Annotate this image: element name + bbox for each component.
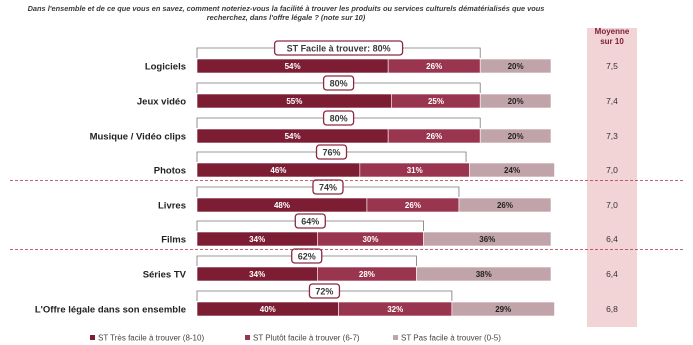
easy-total-box bbox=[291, 248, 323, 264]
easy-total-box bbox=[315, 144, 348, 160]
data-label: 32% bbox=[387, 305, 403, 314]
legend-label: ST Très facile à trouver (8-10) bbox=[98, 334, 204, 343]
data-label: 26% bbox=[426, 62, 442, 71]
category-label: Jeux vidéo bbox=[137, 97, 186, 108]
category-label: L'Offre légale dans son ensemble bbox=[35, 305, 186, 316]
data-label: 30% bbox=[362, 235, 378, 244]
easy-total-box bbox=[312, 179, 344, 195]
data-label: 20% bbox=[508, 97, 524, 106]
data-label: 31% bbox=[407, 166, 423, 175]
data-label: 34% bbox=[249, 235, 265, 244]
bar-segment bbox=[423, 231, 552, 247]
legend-label: ST Pas facile à trouver (0-5) bbox=[401, 334, 501, 343]
data-label: 54% bbox=[285, 62, 301, 71]
data-label: 36% bbox=[479, 235, 495, 244]
easy-total-label: 76% bbox=[323, 148, 341, 158]
average-value: 7,5 bbox=[606, 61, 618, 71]
easy-total-box bbox=[308, 283, 341, 299]
easy-total-label: 62% bbox=[298, 252, 316, 262]
bar-segment bbox=[479, 93, 552, 109]
average-header-line2: sur 10 bbox=[600, 37, 624, 46]
data-label: 28% bbox=[359, 270, 375, 279]
legend-label: ST Plutôt facile à trouver (6-7) bbox=[253, 334, 360, 343]
bar-segment bbox=[416, 266, 552, 282]
easy-total-label: 80% bbox=[330, 79, 348, 89]
average-value: 7,4 bbox=[606, 96, 618, 106]
easy-total-label: 80% bbox=[330, 114, 348, 124]
legend-swatch bbox=[90, 335, 95, 340]
bar-segment bbox=[451, 301, 555, 317]
easy-total-label: ST Facile à trouver: 80% bbox=[287, 44, 391, 54]
data-label: 54% bbox=[285, 132, 301, 141]
easy-total-label: 72% bbox=[315, 287, 333, 297]
average-value: 6,4 bbox=[606, 234, 618, 244]
data-label: 20% bbox=[508, 132, 524, 141]
data-label: 55% bbox=[286, 97, 302, 106]
data-label: 26% bbox=[426, 132, 442, 141]
category-label: Logiciels bbox=[145, 62, 186, 73]
easy-total-box bbox=[273, 40, 404, 56]
category-label: Livres bbox=[158, 201, 186, 212]
bar-segment bbox=[479, 58, 552, 74]
data-label: 26% bbox=[405, 201, 421, 210]
easy-total-box bbox=[294, 213, 326, 229]
question-text: Dans l'ensemble et de ce que vous en sav… bbox=[27, 4, 545, 22]
data-label: 46% bbox=[270, 166, 286, 175]
average-column-bg bbox=[587, 28, 637, 327]
easy-total-box bbox=[322, 75, 355, 91]
bar-segment bbox=[479, 128, 552, 144]
easy-total-box bbox=[322, 110, 355, 126]
data-label: 20% bbox=[508, 62, 524, 71]
average-value: 6,8 bbox=[606, 304, 618, 314]
data-label: 48% bbox=[274, 201, 290, 210]
data-label: 38% bbox=[476, 270, 492, 279]
bar-segment bbox=[458, 197, 552, 213]
data-label: 34% bbox=[249, 270, 265, 279]
bar-segment bbox=[469, 162, 555, 178]
category-label: Séries TV bbox=[143, 270, 187, 281]
easy-total-label: 74% bbox=[319, 183, 337, 193]
category-label: Films bbox=[161, 235, 186, 246]
legend-swatch bbox=[245, 335, 250, 340]
category-label: Photos bbox=[154, 166, 186, 177]
average-value: 7,0 bbox=[606, 200, 618, 210]
data-label: 24% bbox=[504, 166, 520, 175]
category-label: Musique / Vidéo clips bbox=[90, 132, 186, 143]
data-label: 40% bbox=[260, 305, 276, 314]
average-value: 7,3 bbox=[606, 131, 618, 141]
easy-total-label: 64% bbox=[301, 217, 319, 227]
data-label: 26% bbox=[497, 201, 513, 210]
data-label: 25% bbox=[428, 97, 444, 106]
average-value: 6,4 bbox=[606, 269, 618, 279]
average-header-line1: Moyenne bbox=[595, 27, 630, 36]
legend-swatch bbox=[393, 335, 398, 340]
data-label: 29% bbox=[495, 305, 511, 314]
average-value: 7,0 bbox=[606, 165, 618, 175]
